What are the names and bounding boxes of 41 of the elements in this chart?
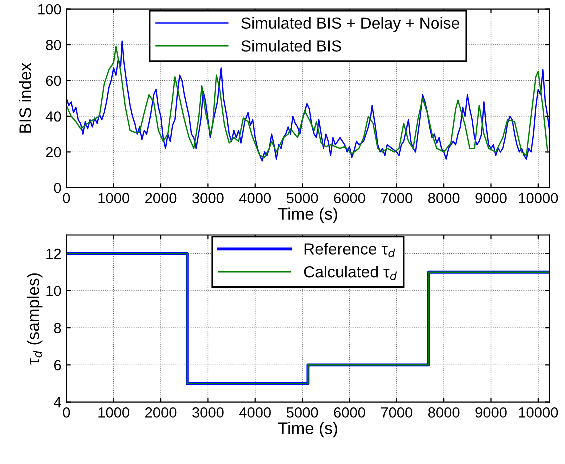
x-tick-label: 4000 — [239, 193, 272, 204]
y-tick-label: 6 — [54, 360, 62, 371]
x-tick-label: 0 — [63, 193, 70, 204]
x-axis-title: Time (s) — [278, 422, 338, 438]
legend-label: Calculated τ$_{d}$ — [304, 266, 398, 280]
legend-label: Reference τ$_{d}$ — [304, 243, 396, 258]
x-tick-label: 8000 — [428, 408, 460, 418]
x-tick-label: 1000 — [98, 408, 130, 418]
x-tick-label: 5000 — [286, 408, 318, 418]
y-tick-label: 100 — [38, 4, 62, 15]
y-axis-title: τ$_{d}$ (samples) — [27, 274, 43, 365]
x-tick-label: 3000 — [192, 408, 224, 418]
x-tick-label: 5000 — [286, 193, 318, 204]
x-tick-label: 10000 — [519, 408, 558, 418]
x-tick-label: 9000 — [476, 408, 507, 418]
y-axis-title: BIS index — [19, 63, 32, 133]
x-tick-label: 4000 — [239, 408, 272, 418]
x-tick-label: 8000 — [428, 193, 460, 204]
y-tick-label: 10 — [46, 286, 62, 296]
x-tick-label: 3000 — [192, 193, 224, 204]
x-tick-label: 7000 — [381, 408, 413, 418]
x-tick-label: 9000 — [476, 193, 507, 204]
y-tick-label: 60 — [46, 76, 62, 86]
x-axis-title: Time (s) — [278, 208, 338, 224]
x-tick-label: 1000 — [98, 193, 130, 204]
legend-label: Simulated BIS + Delay + Noise — [242, 17, 460, 32]
y-tick-label: 40 — [46, 112, 62, 122]
y-tick-label: 80 — [46, 40, 62, 50]
x-tick-label: 0 — [63, 408, 70, 418]
y-tick-label: 12 — [46, 248, 62, 260]
x-tick-label: 7000 — [381, 193, 413, 204]
y-tick-label: 8 — [54, 323, 62, 334]
x-tick-label: 6000 — [334, 408, 366, 418]
x-tick-label: 2000 — [146, 408, 177, 418]
x-tick-label: 10000 — [519, 193, 558, 204]
x-tick-label: 6000 — [334, 193, 366, 204]
y-tick-label: 4 — [54, 398, 62, 408]
y-tick-label: 20 — [46, 147, 62, 158]
legend-label: Simulated BIS — [242, 40, 342, 52]
y-tick-label: 0 — [54, 183, 62, 194]
x-tick-label: 2000 — [146, 193, 177, 204]
